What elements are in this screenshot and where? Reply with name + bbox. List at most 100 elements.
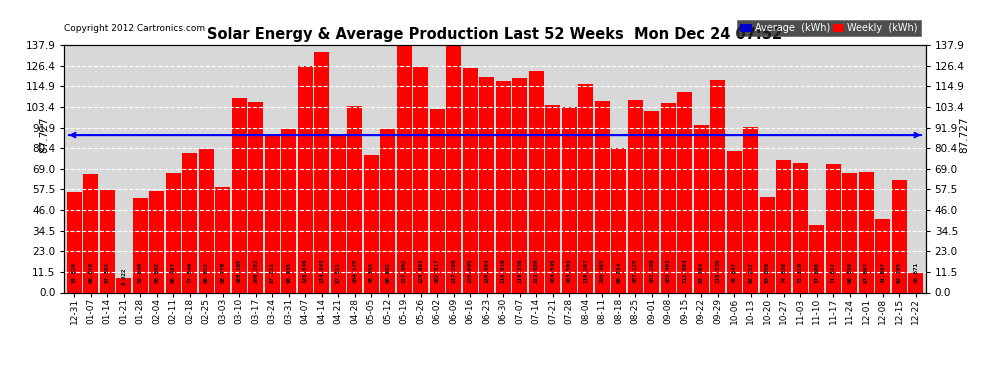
Text: 67.067: 67.067 [863, 262, 869, 283]
Bar [529, 70, 544, 292]
Text: 74.038: 74.038 [781, 262, 786, 283]
Text: 123.650: 123.650 [534, 258, 539, 283]
Bar [298, 66, 313, 292]
Text: 8.022: 8.022 [121, 268, 127, 285]
Text: 126.046: 126.046 [303, 258, 308, 283]
Bar [743, 127, 758, 292]
Bar [628, 100, 643, 292]
Text: 111.984: 111.984 [682, 258, 687, 283]
Bar [397, 45, 412, 292]
Bar [232, 99, 247, 292]
Text: 116.267: 116.267 [583, 258, 588, 283]
Bar [281, 129, 296, 292]
Bar [842, 173, 857, 292]
Text: 90.892: 90.892 [385, 262, 390, 283]
Bar [446, 46, 461, 292]
Text: 87.551: 87.551 [336, 262, 341, 283]
Text: 118.019: 118.019 [501, 258, 506, 283]
Text: 71.812: 71.812 [831, 262, 836, 283]
Bar [759, 197, 775, 292]
Text: 106.282: 106.282 [253, 258, 258, 283]
Bar [677, 92, 692, 292]
Bar [380, 129, 395, 292]
Text: 104.545: 104.545 [550, 258, 555, 283]
Bar [793, 163, 808, 292]
Bar [430, 108, 445, 292]
Text: 119.336: 119.336 [517, 258, 523, 283]
Bar [496, 81, 511, 292]
Bar [660, 103, 676, 292]
Bar [826, 164, 841, 292]
Text: 101.209: 101.209 [649, 258, 654, 283]
Bar [100, 189, 115, 292]
Text: Copyright 2012 Cartronics.com: Copyright 2012 Cartronics.com [64, 24, 206, 33]
Text: 76.355: 76.355 [368, 262, 374, 283]
Bar [462, 68, 478, 292]
Text: 87.727: 87.727 [40, 117, 50, 153]
Bar [858, 172, 874, 292]
Text: 104.175: 104.175 [352, 258, 357, 283]
Text: 120.094: 120.094 [484, 258, 489, 283]
Bar [809, 225, 825, 292]
Text: 57.382: 57.382 [105, 262, 110, 283]
Text: 134.043: 134.043 [319, 258, 325, 283]
Text: 90.935: 90.935 [286, 262, 291, 283]
Text: 72.320: 72.320 [798, 262, 803, 283]
Text: 87.221: 87.221 [269, 262, 275, 283]
Text: 55.826: 55.826 [71, 262, 77, 283]
Text: 78.647: 78.647 [732, 262, 737, 283]
Text: 106.465: 106.465 [600, 258, 605, 283]
Bar [595, 101, 610, 292]
Text: 93.264: 93.264 [699, 262, 704, 283]
Bar [908, 273, 924, 292]
Text: 58.776: 58.776 [220, 262, 226, 283]
Bar [149, 190, 164, 292]
Text: 80.022: 80.022 [204, 262, 209, 283]
Bar [694, 125, 709, 292]
Bar [776, 160, 791, 292]
Bar [215, 187, 231, 292]
Bar [710, 80, 726, 292]
Text: 66.487: 66.487 [170, 262, 176, 283]
Bar [165, 173, 181, 292]
Text: 66.078: 66.078 [88, 262, 93, 283]
Text: 52.640: 52.640 [138, 262, 143, 283]
Bar [644, 111, 659, 292]
Bar [314, 52, 330, 292]
Text: 107.125: 107.125 [633, 258, 638, 283]
Text: 137.268: 137.268 [451, 258, 456, 283]
Text: 105.493: 105.493 [665, 258, 671, 283]
Bar [116, 278, 132, 292]
Bar [561, 107, 577, 292]
Text: 53.056: 53.056 [764, 262, 770, 283]
Bar [413, 67, 429, 292]
Bar [363, 156, 379, 292]
Bar [875, 219, 890, 292]
Bar [248, 102, 263, 292]
Bar [133, 198, 148, 292]
Text: 125.095: 125.095 [467, 258, 473, 283]
Text: 62.705: 62.705 [897, 262, 902, 283]
Bar [264, 136, 280, 292]
Text: 125.603: 125.603 [418, 258, 424, 283]
Title: Solar Energy & Average Production Last 52 Weeks  Mon Dec 24 07:52: Solar Energy & Average Production Last 5… [208, 27, 782, 42]
Text: 10.671: 10.671 [913, 262, 919, 283]
Text: 37.688: 37.688 [814, 262, 820, 283]
Text: 56.802: 56.802 [154, 262, 159, 283]
Text: 92.212: 92.212 [748, 262, 753, 283]
Bar [199, 149, 214, 292]
Bar [479, 77, 494, 292]
Text: 108.105: 108.105 [237, 258, 242, 283]
Text: 41.097: 41.097 [880, 262, 885, 283]
Text: 80.234: 80.234 [616, 262, 622, 283]
Bar [331, 135, 346, 292]
Bar [347, 105, 362, 292]
Text: 77.849: 77.849 [187, 262, 192, 283]
Bar [83, 174, 98, 292]
Text: 137.902: 137.902 [402, 258, 407, 283]
Text: 103.503: 103.503 [566, 258, 572, 283]
Bar [611, 148, 627, 292]
Text: 87.727: 87.727 [959, 117, 969, 153]
Text: 102.517: 102.517 [435, 258, 440, 283]
Legend: Average  (kWh), Weekly  (kWh): Average (kWh), Weekly (kWh) [738, 20, 921, 36]
